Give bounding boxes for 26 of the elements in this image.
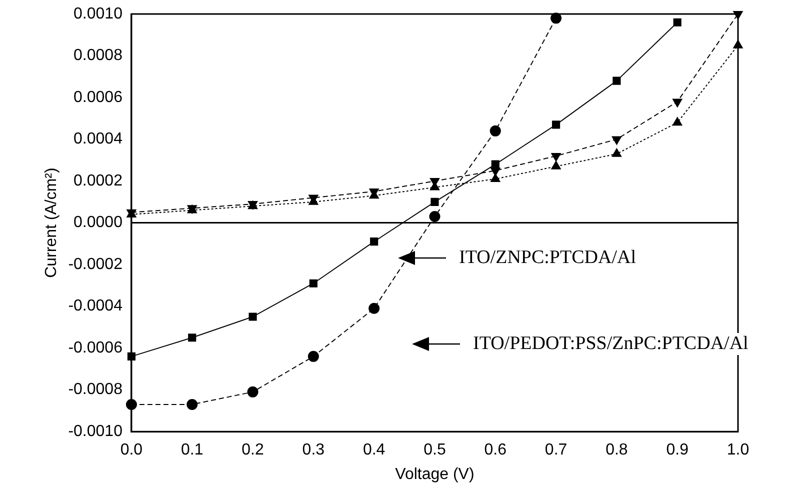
y-tick-label: 0.0006 (74, 88, 123, 106)
y-tick-label: -0.0002 (68, 256, 123, 273)
x-tick-label: 0.5 (424, 442, 446, 459)
x-tick-label: 0.7 (544, 442, 568, 459)
annotation: ITO/PEDOT:PSS/ZnPC:PTCDA/Al (470, 333, 752, 355)
y-tick-label: 0.0002 (74, 172, 123, 190)
y-tick-label: -0.0006 (68, 339, 123, 356)
y-axis-title: Current (A/cm²) (43, 168, 60, 278)
y-tick-label: 0.0000 (74, 214, 123, 232)
y-tick-label: 0.0004 (74, 130, 123, 148)
x-tick-label: 0.9 (666, 442, 689, 459)
y-tick-label: 0.0008 (74, 47, 123, 64)
x-tick-label: 0.6 (484, 442, 507, 459)
x-tick-label: 0.1 (180, 442, 204, 459)
y-tick-label: -0.0010 (68, 423, 123, 440)
x-tick-label: 1.0 (726, 442, 750, 459)
y-tick-label: 0.0010 (74, 5, 123, 22)
x-tick-label: 0.3 (302, 442, 325, 459)
y-tick-label: -0.0004 (68, 298, 123, 315)
x-tick-label: 0.8 (606, 442, 628, 459)
x-tick-label: 0.4 (362, 442, 386, 459)
x-tick-label: 0.2 (242, 442, 264, 459)
x-tick-label: 0.0 (120, 442, 143, 459)
y-tick-label: -0.0008 (68, 381, 123, 398)
x-axis-title: Voltage (V) (395, 466, 474, 483)
annotation: ITO/ZNPC:PTCDA/Al (456, 247, 640, 269)
